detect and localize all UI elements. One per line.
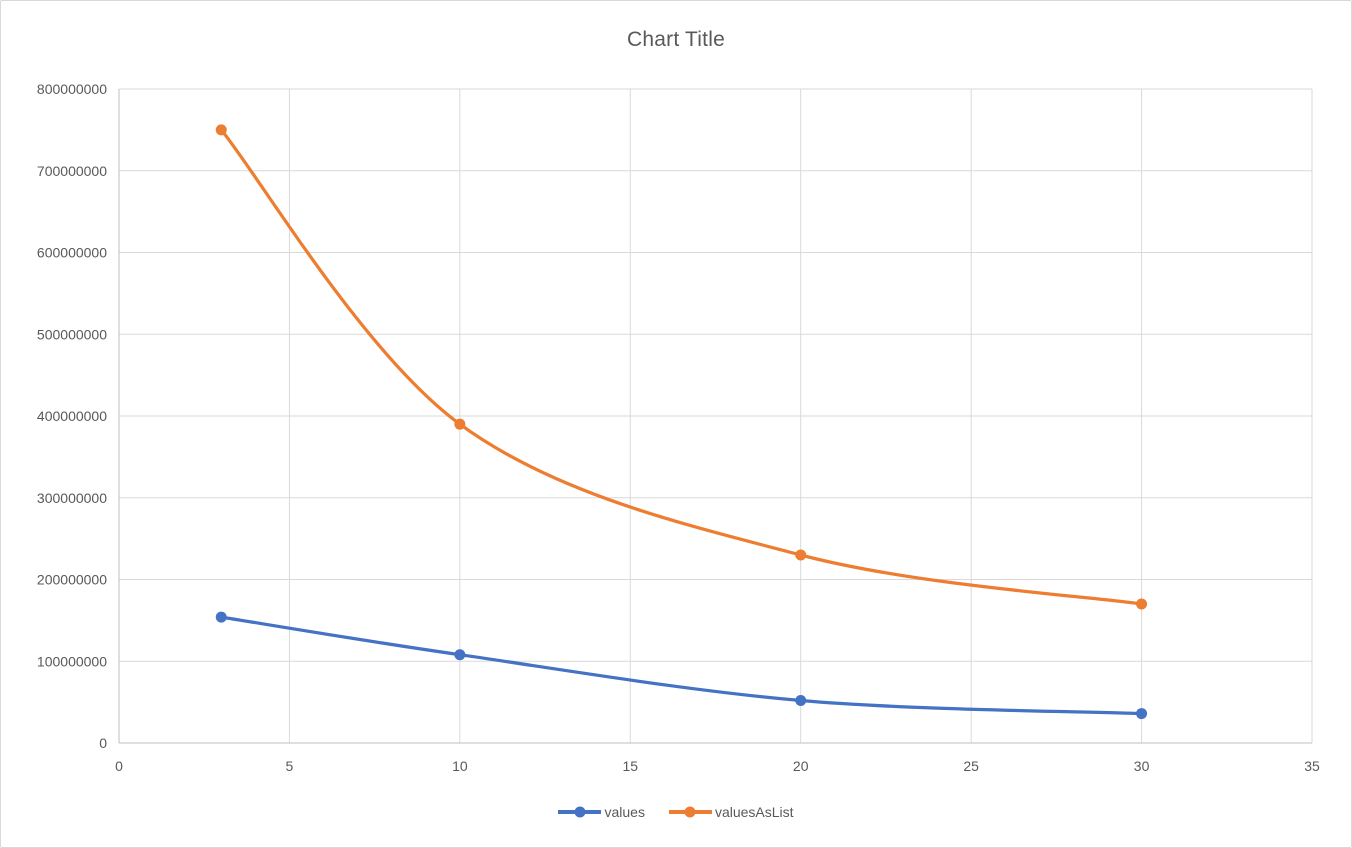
series-line-values[interactable]	[219, 615, 1144, 716]
data-point-valuesAsList[interactable]	[795, 549, 807, 561]
x-tick-label: 0	[115, 758, 123, 774]
legend-marker-dot	[574, 806, 586, 818]
legend-label: valuesAsList	[714, 804, 794, 820]
data-point-valuesAsList[interactable]	[454, 418, 466, 430]
series-line-valuesAsList[interactable]	[219, 128, 1144, 606]
legend-marker-line	[558, 806, 602, 818]
y-tick-label: 800000000	[37, 81, 107, 97]
data-point-valuesAsList[interactable]	[215, 124, 227, 136]
axis-labels: 0 100000000 200000000 300000000 400000000 500…	[37, 81, 1320, 774]
x-tick-label: 25	[963, 758, 979, 774]
data-point-values[interactable]	[1136, 708, 1148, 720]
chart-title[interactable]: Chart Title	[627, 28, 725, 51]
y-tick-label: 100000000	[37, 653, 107, 669]
x-tick-label: 5	[286, 758, 294, 774]
legend-marker-line	[668, 806, 712, 818]
x-tick-label: 20	[793, 758, 809, 774]
y-tick-label: 600000000	[37, 245, 107, 261]
legend-item-valuesAsList[interactable]: valuesAsList	[668, 804, 794, 820]
legend-item-values[interactable]: values	[558, 804, 645, 820]
data-point-valuesAsList[interactable]	[1136, 598, 1148, 610]
x-tick-label: 15	[622, 758, 638, 774]
y-tick-label: 500000000	[37, 326, 107, 342]
legend-marker-dot	[684, 806, 696, 818]
x-tick-label: 30	[1134, 758, 1150, 774]
legend: values valuesAsList	[1, 804, 1351, 820]
y-tick-label: 0	[99, 735, 107, 751]
x-tick-label: 35	[1304, 758, 1320, 774]
y-tick-label: 400000000	[37, 408, 107, 424]
y-tick-label: 700000000	[37, 163, 107, 179]
data-point-values[interactable]	[454, 649, 466, 661]
y-tick-label: 300000000	[37, 490, 107, 506]
legend-label: values	[604, 804, 645, 820]
data-point-values[interactable]	[215, 611, 227, 623]
gridlines	[119, 88, 1313, 743]
y-tick-label: 200000000	[37, 572, 107, 588]
data-point-values[interactable]	[795, 694, 807, 706]
x-tick-label: 10	[452, 758, 468, 774]
